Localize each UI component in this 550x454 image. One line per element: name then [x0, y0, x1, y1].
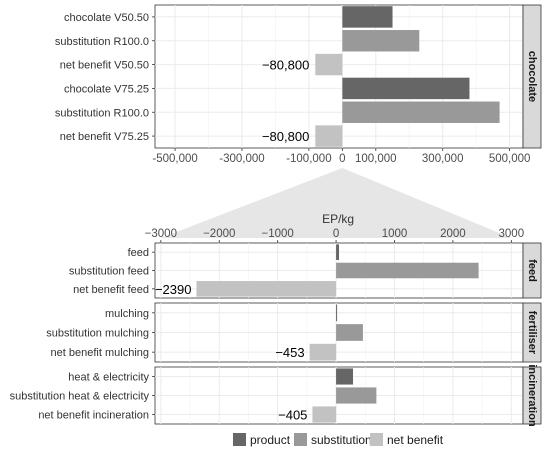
fertiliser-data-label: −453	[275, 345, 304, 360]
chocolate-panel: -500,000 -300,000 -100,000 0 100,000 300,000 5…	[55, 4, 542, 165]
legend-swatch	[294, 433, 307, 446]
fertiliser-category-label: mulching	[105, 308, 149, 320]
bottom-panels: EP/kg −3000 −2000 −1000 0 1000 2000 3000 feed sub…	[10, 212, 542, 427]
chocolate-x-tick-label: -500,000	[152, 153, 197, 165]
chocolate-x-tick-label: 300,000	[422, 153, 464, 165]
x-tick-label: 1000	[382, 228, 408, 240]
feed-category-label: net benefit feed	[73, 284, 149, 296]
chocolate-bar	[342, 30, 420, 52]
fertiliser-bar	[336, 324, 363, 341]
chocolate-category-label: substitution R100.0	[55, 36, 149, 48]
chocolate-x-tick-label: 500,000	[489, 153, 531, 165]
chocolate-x-tick-label: 100,000	[355, 153, 397, 165]
chocolate-category-label: net benefit V75.25	[60, 131, 149, 143]
fertiliser-category-label: net benefit mulching	[51, 347, 149, 359]
x-tick-label: −1000	[262, 228, 294, 240]
chocolate-bar	[342, 6, 393, 28]
legend-swatch	[233, 433, 246, 446]
incineration-bar	[336, 387, 377, 404]
incineration-data-label: −405	[278, 408, 307, 423]
chocolate-strip-label: chocolate	[526, 51, 538, 102]
fertiliser-category-label: substitution mulching	[46, 328, 149, 340]
x-tick-label: −3000	[145, 228, 177, 240]
feed-category-label: substitution feed	[69, 266, 149, 278]
fertiliser-panel: mulching substitution mulching net benefit…	[46, 302, 542, 363]
legend-label: substitution	[311, 433, 372, 447]
feed-panel: feed substitution feed net benefit feed −23…	[69, 242, 542, 299]
fertiliser-bar	[336, 304, 338, 322]
incineration-bar	[312, 406, 337, 423]
chocolate-data-label: −80,800	[262, 58, 309, 73]
feed-bar	[336, 262, 479, 279]
incineration-category-label: substitution heat & electricity	[10, 391, 150, 403]
feed-category-label: feed	[128, 247, 149, 259]
chocolate-x-tick-label: -100,000	[286, 153, 331, 165]
legend-swatch	[370, 433, 383, 446]
x-tick-label: 3000	[499, 228, 525, 240]
chocolate-category-label: chocolate V75.25	[64, 83, 149, 95]
incineration-bar	[336, 368, 354, 385]
chocolate-category-label: chocolate V50.50	[64, 12, 149, 24]
chocolate-category-label: net benefit V50.50	[60, 60, 149, 72]
chocolate-x-tick-label: 0	[339, 153, 345, 165]
feed-strip-label: feed	[526, 259, 538, 282]
chocolate-bar	[342, 101, 500, 123]
x-tick-label: 0	[333, 228, 339, 240]
legend-label: product	[250, 433, 291, 447]
incineration-strip-label: incineration	[526, 364, 538, 427]
legend: product substitution net benefit	[233, 433, 444, 447]
chocolate-x-tick-label: -300,000	[219, 153, 264, 165]
feed-strip	[522, 242, 542, 299]
feed-data-label: −2390	[155, 282, 192, 297]
fertiliser-strip	[522, 302, 542, 363]
incineration-category-label: heat & electricity	[68, 372, 149, 384]
fertiliser-bar	[309, 343, 337, 361]
feed-bar	[336, 244, 339, 260]
incineration-strip	[522, 366, 542, 425]
fertiliser-strip-label: fertiliser	[526, 311, 538, 355]
legend-label: net benefit	[387, 433, 444, 447]
x-tick-label: 2000	[440, 228, 466, 240]
chocolate-bar	[315, 53, 343, 76]
x-axis-title: EP/kg	[322, 212, 354, 226]
feed-bar	[196, 281, 337, 297]
chocolate-panel-background	[154, 4, 524, 149]
x-tick-label: −2000	[203, 228, 235, 240]
zoom-wedge	[160, 168, 512, 238]
incineration-category-label: net benefit incineration	[38, 410, 149, 422]
chocolate-bar	[315, 125, 343, 147]
chocolate-data-label: −80,800	[262, 129, 309, 144]
chocolate-strip	[522, 4, 542, 149]
chocolate-category-label: substitution R100.0	[55, 107, 149, 119]
chocolate-bar	[342, 77, 470, 100]
incineration-panel: heat & electricity substitution heat & el…	[10, 364, 542, 427]
